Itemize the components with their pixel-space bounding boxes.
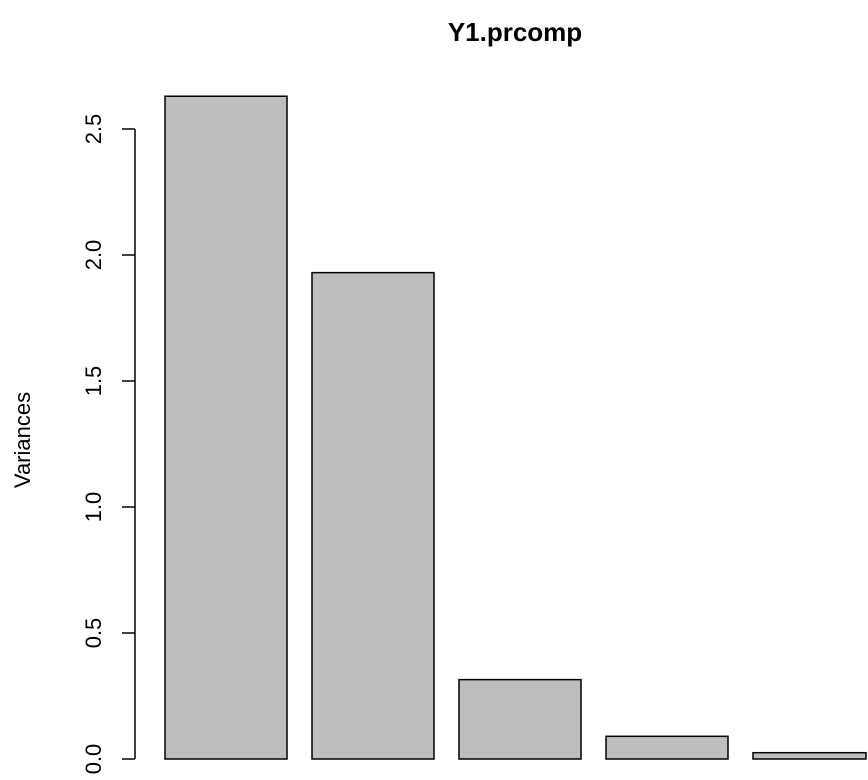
y-tick-label: 1.5 — [81, 366, 106, 397]
bar-4 — [605, 735, 729, 760]
y-tick-label: 2.5 — [81, 114, 106, 145]
y-tick-label: 0.0 — [81, 744, 106, 775]
chart-title: Y1.prcomp — [448, 17, 582, 47]
bar-1 — [164, 95, 288, 760]
y-tick-label: 1.0 — [81, 492, 106, 523]
y-axis-label: Variances — [10, 392, 35, 488]
bar-2 — [311, 271, 435, 760]
y-tick-label: 2.0 — [81, 240, 106, 271]
bar-3 — [458, 678, 582, 760]
bar-5 — [752, 751, 867, 760]
bars — [164, 95, 867, 760]
y-axis: 0.0 0.5 1.0 1.5 2.0 2.5 — [81, 114, 136, 775]
y-tick-label: 0.5 — [81, 618, 106, 649]
